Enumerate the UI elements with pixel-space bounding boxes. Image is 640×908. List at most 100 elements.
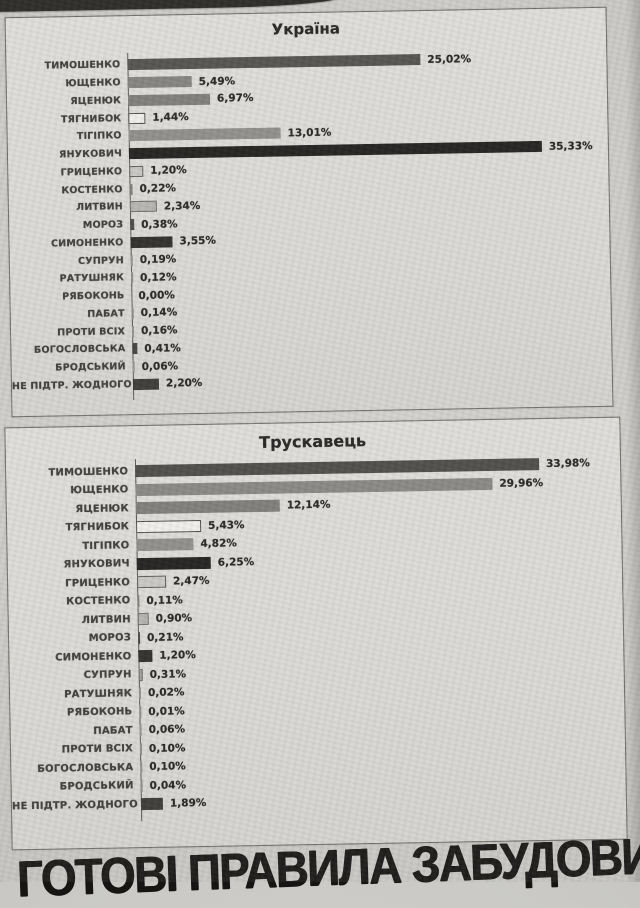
value-label: 0,38%: [141, 218, 178, 231]
newspaper-page: { "page": { "headline": "ГОТОВІ ПРАВИЛА …: [0, 0, 640, 882]
bar: [132, 326, 134, 337]
bar: [136, 520, 201, 533]
value-label: 0,22%: [139, 182, 176, 195]
category-label: РЯБОКОНЬ: [10, 706, 139, 719]
category-label: ТЯГНИБОК: [7, 521, 136, 534]
category-label: ЛИТВИН: [9, 202, 130, 215]
category-label: КОСТЕНКО: [8, 595, 137, 608]
value-label: 0,21%: [147, 631, 184, 644]
value-label: 25,02%: [427, 53, 471, 66]
category-label: ГРИЦЕНКО: [8, 166, 129, 179]
bar: [131, 255, 133, 266]
value-label: 0,14%: [141, 307, 178, 320]
value-label: 0,12%: [140, 271, 177, 284]
page-edge-shadow: [626, 0, 640, 882]
value-label: 0,01%: [148, 705, 185, 718]
category-label: ПРОТИ ВСІХ: [11, 326, 132, 339]
bar: [137, 595, 139, 607]
value-label: 0,06%: [142, 360, 179, 373]
category-label: ЮЩЕНКО: [7, 77, 128, 90]
bar: [140, 743, 142, 755]
bar: [141, 798, 163, 810]
value-label: 29,96%: [499, 477, 543, 490]
category-label: ТІГІПКО: [8, 131, 129, 144]
category-label: КОСТЕНКО: [8, 184, 129, 197]
value-label: 0,11%: [146, 594, 183, 607]
bar: [130, 201, 157, 212]
bar: [137, 557, 211, 570]
bar: [139, 669, 143, 681]
bar: [133, 361, 135, 372]
category-label: БОГОСЛОВСЬКА: [11, 343, 132, 356]
value-label: 1,44%: [152, 111, 189, 124]
bar: [138, 650, 152, 662]
category-label: ТИМОШЕНКО: [6, 466, 135, 479]
category-label: СИМОНЕНКО: [9, 237, 130, 250]
category-label: ТЯГНИБОК: [7, 113, 128, 126]
value-label: 0,00%: [138, 289, 175, 302]
value-label: 35,33%: [549, 140, 593, 153]
category-label: СУПРУН: [10, 669, 139, 682]
category-label: БОГОСЛОВСЬКА: [11, 762, 140, 775]
category-label: ПРОТИ ВСІХ: [11, 743, 140, 756]
category-label: РАТУШНЯК: [10, 688, 139, 701]
value-label: 0,41%: [144, 342, 181, 355]
value-label: 2,47%: [173, 575, 210, 588]
category-label: ПАБАТ: [11, 308, 132, 321]
value-label: 0,31%: [150, 668, 187, 681]
bar: [130, 219, 134, 230]
bar: [129, 166, 143, 177]
bar: [128, 94, 210, 106]
bar: [136, 500, 280, 515]
bar: [127, 54, 420, 70]
value-label: 5,43%: [208, 519, 245, 532]
value-label: 1,89%: [170, 797, 207, 810]
bar: [137, 576, 166, 589]
value-label: 0,16%: [141, 324, 178, 337]
category-label: СУПРУН: [10, 255, 131, 268]
value-label: 0,90%: [156, 612, 193, 625]
category-label: ЮЩЕНКО: [6, 484, 135, 497]
category-label: ЯНУКОВИЧ: [8, 148, 129, 161]
category-label: ГРИЦЕНКО: [8, 577, 137, 590]
value-label: 0,19%: [140, 253, 177, 266]
value-label: 5,49%: [199, 75, 236, 88]
value-label: 0,10%: [149, 742, 186, 755]
bar: [138, 632, 140, 644]
category-label: СИМОНЕНКО: [9, 651, 138, 664]
bar: [139, 706, 141, 718]
bar: [130, 236, 172, 248]
bar: [139, 687, 141, 699]
bar: [140, 724, 142, 736]
value-label: 2,34%: [164, 200, 201, 213]
category-label: ЯЦЕНЮК: [7, 95, 128, 108]
category-label: ЯЦЕНЮК: [7, 503, 136, 516]
bar: [131, 272, 133, 283]
masthead-strip: [0, 0, 340, 12]
value-label: 0,06%: [149, 724, 186, 737]
bar: [140, 761, 142, 773]
value-label: 1,20%: [159, 649, 196, 662]
category-label: НЕ ПІДТР. ЖОДНОГО: [12, 379, 133, 392]
bar: [132, 308, 134, 319]
category-label: МОРОЗ: [9, 219, 130, 232]
category-label: ТІГІПКО: [7, 540, 136, 553]
bar: [129, 128, 281, 142]
category-label: БРОДСЬКИЙ: [12, 780, 141, 793]
value-label: 2,20%: [166, 377, 203, 390]
category-label: РЯБОКОНЬ: [10, 290, 131, 303]
value-label: 3,55%: [179, 235, 216, 248]
value-label: 6,97%: [217, 92, 254, 105]
value-label: 0,04%: [150, 779, 187, 792]
category-label: НЕ ПІДТР. ЖОДНОГО: [12, 799, 141, 812]
bar: [133, 379, 159, 390]
bar: [138, 613, 149, 625]
bar: [129, 184, 132, 195]
bar: [136, 538, 193, 551]
value-label: 12,14%: [287, 499, 331, 512]
category-label: БРОДСЬКИЙ: [12, 361, 133, 374]
bar: [132, 343, 137, 354]
